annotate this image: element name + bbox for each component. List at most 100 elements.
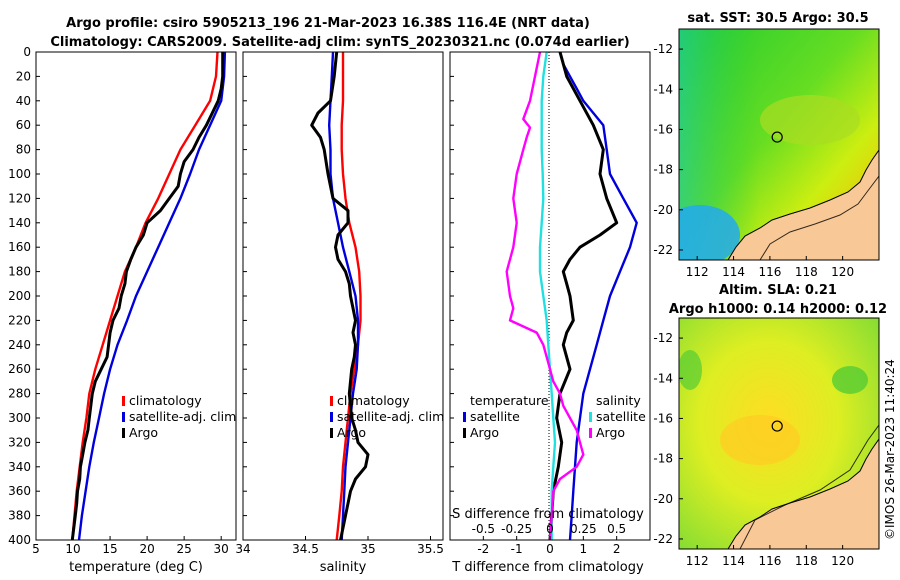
depth-tick-label: 240: [8, 338, 31, 352]
legend-swatch-s-argo: [589, 428, 592, 438]
legend-swatch-s-satellite: [589, 412, 592, 422]
lat-tick-label: -22: [653, 243, 673, 257]
lon-tick-label: 114: [722, 554, 745, 568]
copyright-timestamp: ©IMOS 26-Mar-2023 11:40:24: [883, 359, 897, 540]
legend-argo: Argo: [337, 425, 366, 440]
legend-argo: Argo: [129, 425, 158, 440]
series-line-argo: [70, 52, 225, 541]
temperature-tick-label: 10: [65, 542, 80, 556]
legend-title-salinity: salinity: [596, 393, 641, 408]
sla-lon-tick-labels: 112 114 116 118 120: [686, 545, 854, 568]
lat-tick-label: -16: [653, 122, 673, 136]
depth-tick-label: 280: [8, 387, 31, 401]
legend-swatch-t-argo: [463, 428, 466, 438]
depth-tick-labels: 0 20 40 60 80 100 120 140 160 180 200 220 240 260 280 3…: [8, 45, 454, 547]
lat-tick-label: -18: [653, 452, 673, 466]
legend-s-satellite: satellite: [596, 409, 646, 424]
temperature-legend: climatology satellite-adj. clim Argo: [122, 393, 236, 440]
depth-tick-label: 320: [8, 435, 31, 449]
legend-title-temperature: temperature: [470, 393, 549, 408]
s-difference-tick-label: -0.25: [501, 522, 532, 536]
salinity-tick-label: 34.5: [292, 542, 319, 556]
temperature-tick-label: 25: [177, 542, 192, 556]
lon-tick-label: 112: [686, 265, 709, 279]
lat-tick-label: -18: [653, 163, 673, 177]
legend-swatch-climatology: [330, 396, 333, 406]
salinity-tick-label: 35: [360, 542, 375, 556]
difference-axes-frame: [449, 51, 651, 541]
depth-tick-label: 140: [8, 216, 31, 230]
s-difference-tick-label: 0: [546, 522, 554, 536]
figure-title-line1: Argo profile: csiro 5905213_196 21-Mar-2…: [66, 16, 590, 31]
sla-map-title-line1: Altim. SLA: 0.21: [719, 283, 837, 298]
t-difference-tick-labels: -2 -1 0 1 2: [477, 536, 620, 556]
salinity-tick-labels: 34 34.5 35 35.5: [235, 536, 444, 556]
depth-tick-label: 220: [8, 313, 31, 327]
s-difference-tick-labels: -0.5 -0.25 0 0.25 0.5: [472, 522, 627, 536]
sla-field: [679, 318, 879, 549]
temperature-tick-label: 15: [102, 542, 117, 556]
difference-panel: -2 -1 0 1 2 -0.5 -0.25 0 0.25 0.5 S difference f…: [449, 51, 651, 575]
depth-tick-label: 100: [8, 167, 31, 181]
legend-swatch-argo: [330, 428, 333, 438]
legend-satellite-adj-clim: satellite-adj. clim: [337, 409, 444, 424]
lat-tick-label: -14: [653, 371, 673, 385]
sla-low-patch: [832, 366, 868, 394]
depth-tick-label: 400: [8, 533, 31, 547]
sla-map-panel: Altim. SLA: 0.21 Argo h1000: 0.14 h2000:…: [653, 283, 887, 568]
depth-tick-label: 180: [8, 265, 31, 279]
sla-isobath: [739, 424, 879, 549]
series-line-s-argo: [505, 51, 585, 541]
s-difference-tick-label: -0.5: [472, 522, 495, 536]
depth-tick-label: 20: [16, 69, 31, 83]
salinity-tick-label: 35.5: [417, 542, 444, 556]
s-difference-tick-label: 0.5: [607, 522, 626, 536]
sst-lon-tick-labels: 112 114 116 118 120: [686, 256, 854, 279]
temperature-tick-label: 30: [214, 542, 229, 556]
salinity-panel: 34 34.5 35 35.5 salinity climatology satell…: [235, 51, 444, 575]
sla-land: [727, 438, 879, 549]
depth-tick-label: 260: [8, 362, 31, 376]
sla-high-patch: [720, 415, 800, 465]
depth-tick-label: 300: [8, 411, 31, 425]
salinity-tick-label: 34: [235, 542, 250, 556]
lon-tick-label: 120: [831, 265, 854, 279]
lat-tick-label: -20: [653, 203, 673, 217]
sla-low-patch-west: [679, 350, 702, 390]
series-line-t-satellite: [558, 51, 638, 541]
lat-tick-label: -20: [653, 492, 673, 506]
sst-map-panel: sat. SST: 30.5 Argo: 30.5 -12 -14 -16 -18 -2…: [653, 11, 880, 279]
sst-map-title: sat. SST: 30.5 Argo: 30.5: [687, 11, 868, 26]
series-line-climatology: [71, 51, 219, 541]
sst-field: [679, 29, 879, 260]
s-difference-label: S difference from climatology: [452, 507, 644, 522]
s-difference-tick-label: 0.25: [570, 522, 597, 536]
t-difference-tick-label: -2: [477, 542, 489, 556]
salinity-series: [310, 51, 370, 541]
lon-tick-label: 120: [831, 554, 854, 568]
lon-tick-label: 116: [758, 554, 781, 568]
lon-tick-label: 118: [795, 265, 818, 279]
depth-tick-label: 60: [16, 118, 31, 132]
legend-satellite-adj-clim: satellite-adj. clim: [129, 409, 236, 424]
lat-tick-label: -14: [653, 82, 673, 96]
argo-location-marker: [771, 131, 783, 143]
sst-map-frame: [678, 28, 880, 261]
legend-t-argo: Argo: [470, 425, 499, 440]
sst-isobath: [759, 175, 879, 260]
series-line-argo: [310, 51, 370, 541]
temperature-tick-label: 20: [139, 542, 154, 556]
sst-warm-patch: [760, 95, 860, 145]
series-line-satellite-adj-clim: [328, 51, 360, 541]
depth-tick-label: 200: [8, 289, 31, 303]
t-difference-xlabel: T difference from climatology: [451, 560, 644, 575]
legend-swatch-satellite: [330, 412, 333, 422]
depth-tick-label: 40: [16, 94, 31, 108]
legend-swatch-climatology: [122, 396, 125, 406]
depth-tick-label: 80: [16, 143, 31, 157]
sla-lat-tick-labels: -12 -14 -16 -18 -20 -22: [653, 331, 683, 546]
salinity-axes-frame: [242, 51, 444, 541]
depth-tick-label: 160: [8, 240, 31, 254]
depth-tick-label: 360: [8, 484, 31, 498]
